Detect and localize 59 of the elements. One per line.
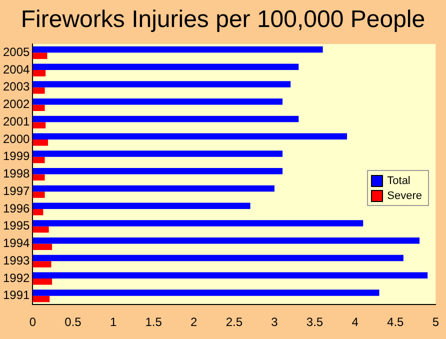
bar: [32, 46, 323, 53]
y-tick-label: 1993: [2, 253, 30, 268]
y-tick-label: 2004: [2, 62, 30, 76]
y-tick-label: 2003: [2, 80, 30, 94]
bar: [32, 220, 364, 226]
bar: [32, 290, 380, 296]
x-tick-label: 0.5: [64, 315, 82, 330]
bar: [32, 272, 428, 279]
x-tick-label: 4.5: [387, 315, 404, 330]
x-tick-label: 1: [110, 315, 117, 330]
bar: [32, 104, 45, 112]
x-tick-label: 0: [29, 315, 36, 330]
x-tick-label: 1.5: [145, 315, 162, 330]
bar: [32, 156, 45, 164]
bar: [32, 52, 48, 59]
bar: [32, 116, 299, 122]
legend-label: Total: [387, 174, 410, 186]
bar: [32, 122, 46, 128]
x-tick-label: 2.5: [226, 315, 243, 330]
bar: [32, 226, 49, 233]
bar: [32, 278, 52, 285]
bar: [32, 209, 44, 216]
bar: [32, 296, 50, 302]
bar: [32, 261, 52, 268]
x-tick-label: 5: [432, 315, 440, 330]
bar: [32, 192, 45, 198]
y-tick-label: 2000: [2, 132, 30, 146]
x-tick-label: 3: [271, 315, 278, 330]
legend-label: Severe: [387, 190, 422, 202]
y-tick-label: 2002: [2, 97, 30, 112]
x-tick-label: 3.5: [306, 315, 324, 330]
y-tick-label: 2001: [2, 114, 30, 128]
bar: [32, 140, 48, 146]
y-tick-label: 1998: [2, 166, 30, 181]
y-tick-label: 1991: [2, 288, 30, 302]
bar: [32, 87, 45, 94]
y-tick-label: 1995: [2, 218, 30, 233]
bar: [32, 202, 250, 210]
bar: [32, 133, 348, 140]
y-tick-label: 1997: [2, 184, 30, 198]
y-tick-label: 1996: [2, 201, 30, 216]
bar: [32, 70, 46, 76]
bar: [32, 254, 404, 262]
bar: [32, 98, 283, 105]
bar: [32, 168, 283, 174]
x-tick-label: 4: [352, 315, 359, 330]
y-tick-label: 1992: [2, 270, 30, 285]
chart-title: Fireworks Injuries per 100,000 People: [20, 6, 426, 34]
x-tick-label: 2: [190, 315, 198, 330]
bar: [32, 64, 299, 70]
bar: [32, 244, 52, 250]
y-tick-label: 1999: [2, 149, 30, 164]
bar: [32, 150, 283, 157]
bar: [32, 174, 45, 181]
bar: [32, 81, 291, 88]
y-tick-label: 2005: [2, 45, 30, 59]
bar: [32, 185, 274, 192]
bar: [32, 238, 420, 244]
y-tick-label: 1994: [2, 236, 30, 250]
